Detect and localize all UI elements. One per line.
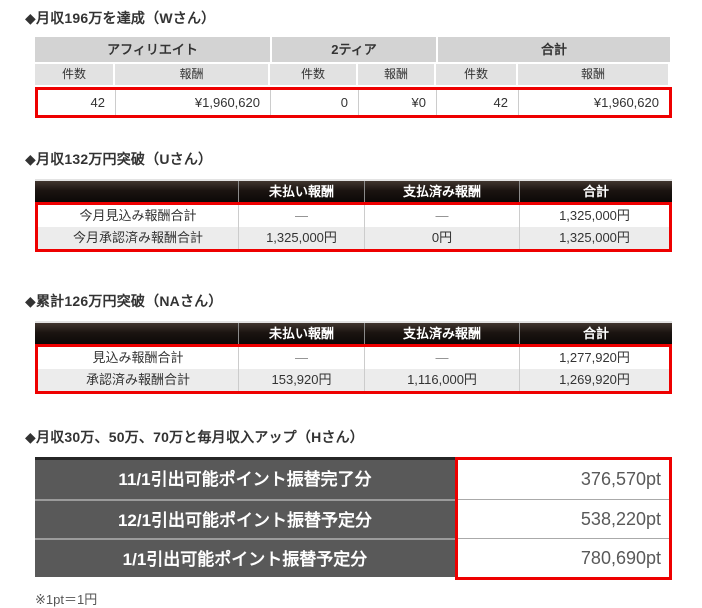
point-row-label: 12/1引出可能ポイント振替予定分 bbox=[35, 499, 455, 538]
reward-summary-table: 未払い報酬 支払済み報酬 合計 見込み報酬合計 — — 1,277,920円 承… bbox=[35, 321, 672, 394]
header-empty bbox=[35, 323, 238, 344]
header-total: 合計 bbox=[519, 323, 672, 344]
cell-2tier-count: 0 bbox=[270, 90, 358, 115]
table-row: 見込み報酬合計 — — 1,277,920円 bbox=[38, 347, 669, 369]
section-title: ◆累計126万円突破（NAさん） bbox=[25, 293, 223, 309]
subheader-count: 件数 bbox=[436, 64, 516, 85]
point-row-value: 780,690pt bbox=[458, 538, 669, 577]
cell-total: 1,269,920円 bbox=[519, 369, 669, 391]
cell-unpaid: 153,920円 bbox=[238, 369, 364, 391]
cell-paid: — bbox=[364, 205, 519, 227]
section-title: ◆月収132万円突破（Uさん） bbox=[25, 151, 213, 167]
cell-unpaid: — bbox=[238, 347, 364, 369]
point-row-value: 538,220pt bbox=[458, 499, 669, 538]
table-header-row: 未払い報酬 支払済み報酬 合計 bbox=[35, 179, 672, 202]
group-header-affiliate: アフィリエイト bbox=[35, 37, 270, 62]
highlighted-table-body: 今月見込み報酬合計 — — 1,325,000円 今月承認済み報酬合計 1,32… bbox=[35, 202, 672, 252]
cell-total-reward: ¥1,960,620 bbox=[518, 90, 669, 115]
row-label: 今月承認済み報酬合計 bbox=[72, 230, 203, 245]
group-header-2tier: 2ティア bbox=[272, 37, 436, 62]
spacer bbox=[25, 252, 702, 291]
subheader-reward: 報酬 bbox=[358, 64, 434, 85]
highlighted-data-row: 42 ¥1,960,620 0 ¥0 42 ¥1,960,620 bbox=[35, 87, 672, 118]
row-label: 今月見込み報酬合計 bbox=[79, 208, 197, 223]
cell-2tier-reward: ¥0 bbox=[358, 90, 436, 115]
header-unpaid: 未払い報酬 bbox=[238, 323, 364, 344]
table-row: 承認済み報酬合計 153,920円 1,116,000円 1,269,920円 bbox=[38, 369, 669, 391]
affiliate-summary-table: アフィリエイト 2ティア 合計 件数 報酬 件数 報酬 件数 報酬 42 ¥1,… bbox=[35, 37, 672, 118]
cell-unpaid: 1,325,000円 bbox=[238, 227, 364, 249]
subheader-reward: 報酬 bbox=[115, 64, 268, 85]
subheader-count: 件数 bbox=[270, 64, 356, 85]
header-empty bbox=[35, 181, 238, 202]
highlighted-table-body: 見込み報酬合計 — — 1,277,920円 承認済み報酬合計 153,920円… bbox=[35, 344, 672, 394]
cell-total: 1,325,000円 bbox=[519, 205, 669, 227]
highlighted-point-value-column: 376,570pt 538,220pt 780,690pt bbox=[455, 457, 672, 580]
point-transfer-table: 11/1引出可能ポイント振替完了分 12/1引出可能ポイント振替予定分 1/1引… bbox=[35, 457, 672, 580]
section-point-transfer: ◆月収30万、50万、70万と毎月収入アップ（Hさん） 11/1引出可能ポイント… bbox=[25, 427, 702, 608]
table-row: 今月見込み報酬合計 — — 1,325,000円 bbox=[38, 205, 669, 227]
section-monthly-132: ◆月収132万円突破（Uさん） 未払い報酬 支払済み報酬 合計 今月見込み報酬合… bbox=[25, 149, 702, 252]
row-label: 承認済み報酬合計 bbox=[85, 372, 190, 387]
spacer bbox=[25, 118, 702, 149]
table-subheader-row: 件数 報酬 件数 報酬 件数 報酬 bbox=[35, 64, 672, 85]
section-cumulative-126: ◆累計126万円突破（NAさん） 未払い報酬 支払済み報酬 合計 見込み報酬合計… bbox=[25, 291, 702, 394]
table-group-header-row: アフィリエイト 2ティア 合計 bbox=[35, 37, 672, 62]
section-title: ◆月収30万、50万、70万と毎月収入アップ（Hさん） bbox=[25, 429, 364, 445]
subheader-reward: 報酬 bbox=[518, 64, 668, 85]
cell-paid: 0円 bbox=[364, 227, 519, 249]
subheader-count: 件数 bbox=[35, 64, 113, 85]
section-monthly-196: ◆月収196万を達成（Wさん） アフィリエイト 2ティア 合計 件数 報酬 件数… bbox=[25, 8, 702, 118]
header-paid: 支払済み報酬 bbox=[364, 323, 519, 344]
reward-summary-table: 未払い報酬 支払済み報酬 合計 今月見込み報酬合計 — — 1,325,000円… bbox=[35, 179, 672, 252]
section-title: ◆月収196万を達成（Wさん） bbox=[25, 10, 216, 26]
cell-total: 1,277,920円 bbox=[519, 347, 669, 369]
row-label: 見込み報酬合計 bbox=[92, 350, 184, 365]
point-row-label: 11/1引出可能ポイント振替完了分 bbox=[35, 460, 455, 499]
table-header-row: 未払い報酬 支払済み報酬 合計 bbox=[35, 321, 672, 344]
cell-paid: — bbox=[364, 347, 519, 369]
table-row: 今月承認済み報酬合計 1,325,000円 0円 1,325,000円 bbox=[38, 227, 669, 249]
header-paid: 支払済み報酬 bbox=[364, 181, 519, 202]
header-total: 合計 bbox=[519, 181, 672, 202]
cell-total-count: 42 bbox=[436, 90, 518, 115]
point-row-value: 376,570pt bbox=[458, 460, 669, 499]
cell-affiliate-count: 42 bbox=[90, 95, 105, 110]
spacer bbox=[25, 394, 702, 427]
footnote: ※1pt＝1円 bbox=[35, 592, 98, 607]
cell-unpaid: — bbox=[238, 205, 364, 227]
cell-paid: 1,116,000円 bbox=[364, 369, 519, 391]
cell-total: 1,325,000円 bbox=[519, 227, 669, 249]
cell-affiliate-reward: ¥1,960,620 bbox=[115, 90, 270, 115]
header-unpaid: 未払い報酬 bbox=[238, 181, 364, 202]
point-label-column: 11/1引出可能ポイント振替完了分 12/1引出可能ポイント振替予定分 1/1引… bbox=[35, 457, 455, 580]
point-row-label: 1/1引出可能ポイント振替予定分 bbox=[35, 538, 455, 577]
group-header-total: 合計 bbox=[438, 37, 670, 62]
